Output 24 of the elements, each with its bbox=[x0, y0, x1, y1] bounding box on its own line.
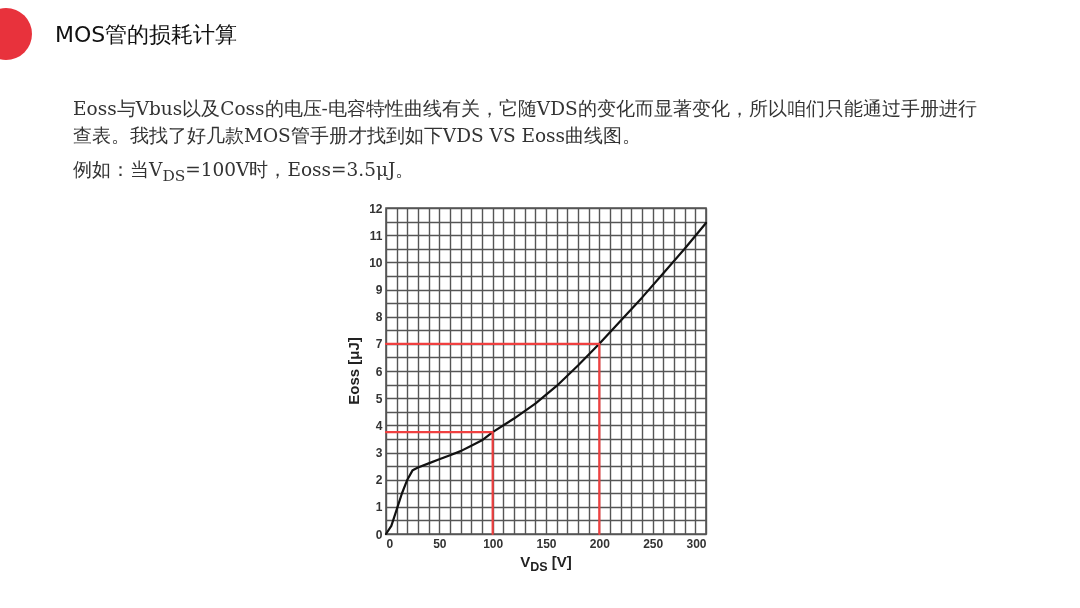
y-axis-title: Eoss [μJ] bbox=[344, 337, 362, 405]
y-tick-label: 11 bbox=[369, 228, 383, 243]
chart-subtitle: Eoss与Vbus以及Coss的电压-电容特性曲线有关，它随VDS的变化而显著变化，所以咱们只能通过手册进行查表。我找了好几款MOS管手册才找到如下VDS VS Eoss曲线图。 bbox=[73, 97, 978, 148]
x-axis-title: V$_{DS}$ [V] bbox=[519, 553, 573, 574]
x-tick-label: 300 bbox=[686, 536, 707, 551]
text: 例如：当V$_{DS}$=100V时，Eoss=3.5μJ。 bbox=[73, 158, 415, 185]
x-tick-label: 0 bbox=[386, 536, 394, 551]
y-tick-label: 12 bbox=[369, 201, 383, 216]
y-tick-label: 6 bbox=[375, 364, 383, 379]
x-tick-label: 150 bbox=[536, 536, 557, 551]
y-tick-label: 1 bbox=[375, 500, 383, 515]
y-tick-label: 3 bbox=[375, 446, 383, 460]
y-tick-label: 8 bbox=[375, 310, 383, 325]
y-tick-label: 4 bbox=[375, 418, 383, 433]
text: MOS管的损耗计算 bbox=[55, 21, 238, 49]
x-tick-label: 100 bbox=[483, 536, 504, 551]
x-tick-label: 250 bbox=[643, 536, 664, 551]
y-tick-label: 2 bbox=[375, 473, 383, 488]
y-tick-label: 9 bbox=[375, 283, 383, 297]
y-tick-label: 10 bbox=[369, 255, 383, 270]
x-tick-label: 50 bbox=[433, 536, 447, 551]
x-tick-label: 200 bbox=[589, 536, 611, 551]
y-tick-label: 5 bbox=[375, 391, 383, 406]
y-tick-label: 7 bbox=[375, 337, 383, 352]
